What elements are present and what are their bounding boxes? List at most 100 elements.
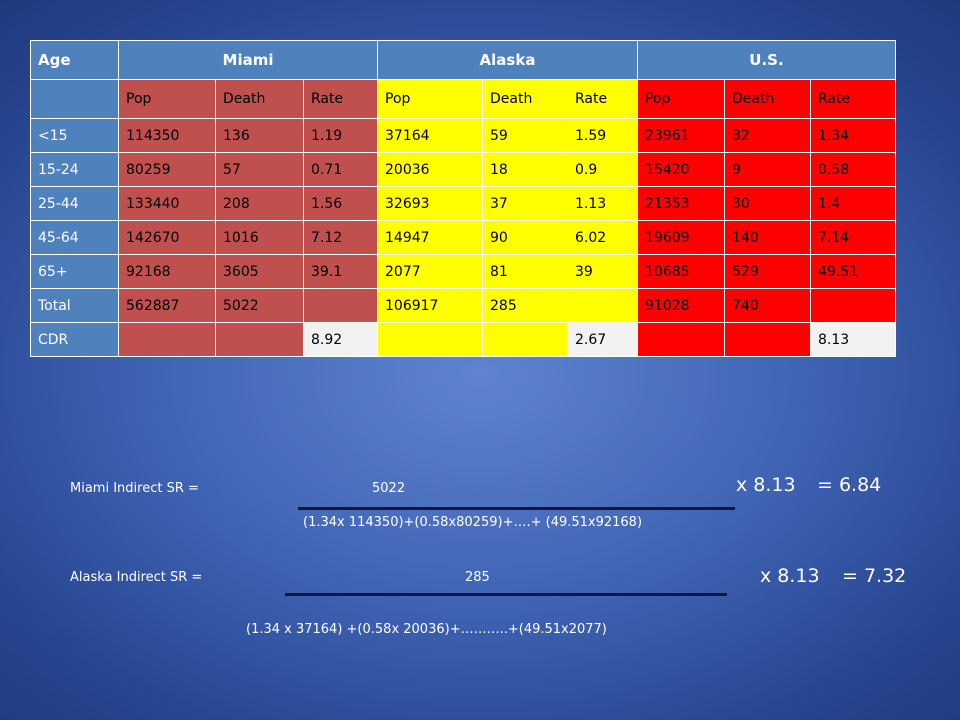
table-cell [567, 288, 638, 323]
table-row: 15-24 80259 57 0.71 20036 18 0.9 15420 9 0.58 [30, 152, 896, 187]
data-table-wrapper: Age Miami Alaska U.S. Pop Death Rate Pop… [30, 40, 896, 357]
table-cell: 1016 [215, 220, 304, 255]
table-cell: 14947 [377, 220, 483, 255]
table-cell [724, 322, 811, 357]
table-cell: 1.59 [567, 118, 638, 153]
table-cell: 0.58 [810, 152, 896, 187]
table-cell: 133440 [118, 186, 216, 221]
table-cell: 8.92 [303, 322, 378, 357]
table-cell [482, 322, 568, 357]
table-cell [377, 322, 483, 357]
table-cell: 114350 [118, 118, 216, 153]
alaska-fraction-bar [285, 593, 727, 596]
us-header: U.S. [637, 40, 896, 80]
table-cell: 91028 [637, 288, 725, 323]
table-cell: 1.56 [303, 186, 378, 221]
alaska-formula-denominator: (1.34 x 37164) +(0.58x 20036)+………..+(49.… [246, 622, 607, 637]
table-cell: 140 [724, 220, 811, 255]
age-group-cell: 15-24 [30, 152, 119, 187]
table-cell: 37164 [377, 118, 483, 153]
table-row: <15 114350 136 1.19 37164 59 1.59 23961 32 1.34 [30, 118, 896, 153]
table-cell: 19609 [637, 220, 725, 255]
table-cell: 15420 [637, 152, 725, 187]
table-body: <15 114350 136 1.19 37164 59 1.59 23961 32 1.34 15… [30, 118, 896, 357]
miami-formula-multiplier: x 8.13 [736, 474, 796, 496]
table-cell [810, 288, 896, 323]
subheader-row: Pop Death Rate Pop Death Rate Pop Death … [30, 79, 896, 119]
table-cell: 39 [567, 254, 638, 289]
table-cell: 2.67 [567, 322, 638, 357]
table-cell: 1.13 [567, 186, 638, 221]
table-cell: 23961 [637, 118, 725, 153]
table-cell: 81 [482, 254, 568, 289]
age-group-cell: CDR [30, 322, 119, 357]
miami-fraction-bar [298, 507, 735, 510]
table-cell: 57 [215, 152, 304, 187]
age-header: Age [30, 40, 119, 80]
miami-formula-denominator: (1.34x 114350)+(0.58x80259)+….+ (49.51x9… [303, 515, 643, 530]
subheader-cell: Pop [637, 79, 725, 119]
table-cell: 3605 [215, 254, 304, 289]
table-cell: 529 [724, 254, 811, 289]
table-row: 45-64 142670 1016 7.12 14947 90 6.02 19609 140 7.… [30, 220, 896, 255]
table-cell: 9 [724, 152, 811, 187]
table-cell: 37 [482, 186, 568, 221]
table-cell: 106917 [377, 288, 483, 323]
table-cell: 20036 [377, 152, 483, 187]
table-row: CDR 8.92 2.67 8.13 [30, 322, 896, 357]
alaska-header: Alaska [377, 40, 638, 80]
miami-header: Miami [118, 40, 378, 80]
table-cell: 7.12 [303, 220, 378, 255]
alaska-formula-multiplier: x 8.13 [760, 565, 820, 587]
table-cell: 18 [482, 152, 568, 187]
table-cell: 80259 [118, 152, 216, 187]
alaska-formula-label: Alaska Indirect SR = [70, 570, 203, 585]
table-cell: 208 [215, 186, 304, 221]
subheader-cell: Death [482, 79, 568, 119]
table-row: Total 562887 5022 106917 285 91028 740 [30, 288, 896, 323]
table-cell: 1.19 [303, 118, 378, 153]
table-cell: 1.4 [810, 186, 896, 221]
table-cell: 32 [724, 118, 811, 153]
subheader-cell: Pop [118, 79, 216, 119]
subheader-cell: Death [724, 79, 811, 119]
table-cell [637, 322, 725, 357]
subheader-cell: Rate [810, 79, 896, 119]
subheader-cell: Pop [377, 79, 483, 119]
alaska-formula-numerator: 285 [465, 570, 490, 585]
age-group-cell: 25-44 [30, 186, 119, 221]
table-cell [118, 322, 216, 357]
age-group-cell: 65+ [30, 254, 119, 289]
subheader-cell: Rate [567, 79, 638, 119]
table-cell: 90 [482, 220, 568, 255]
table-cell: 136 [215, 118, 304, 153]
table-cell: 0.9 [567, 152, 638, 187]
table-cell: 59 [482, 118, 568, 153]
table-cell: 562887 [118, 288, 216, 323]
table-cell: 49.51 [810, 254, 896, 289]
table-cell: 10685 [637, 254, 725, 289]
table-cell: 142670 [118, 220, 216, 255]
age-group-cell: Total [30, 288, 119, 323]
subheader-cell: Death [215, 79, 304, 119]
age-group-cell: 45-64 [30, 220, 119, 255]
table-cell: 21353 [637, 186, 725, 221]
table-row: 25-44 133440 208 1.56 32693 37 1.13 21353 30 1.4 [30, 186, 896, 221]
subheader-cell: Rate [303, 79, 378, 119]
age-group-cell: <15 [30, 118, 119, 153]
alaska-formula-result: = 7.32 [842, 565, 907, 587]
group-header-row: Age Miami Alaska U.S. [30, 40, 896, 80]
table-cell: 1.34 [810, 118, 896, 153]
table-cell: 0.71 [303, 152, 378, 187]
table-cell: 8.13 [810, 322, 896, 357]
table-cell [215, 322, 304, 357]
table-cell: 6.02 [567, 220, 638, 255]
table-cell: 92168 [118, 254, 216, 289]
table-cell: 740 [724, 288, 811, 323]
miami-formula-result: = 6.84 [817, 474, 882, 496]
table-cell: 39.1 [303, 254, 378, 289]
indirect-standardization-table: Age Miami Alaska U.S. Pop Death Rate Pop… [30, 40, 896, 357]
subheader-age-blank [30, 79, 119, 119]
miami-formula-label: Miami Indirect SR = [70, 481, 199, 496]
table-cell: 7.14 [810, 220, 896, 255]
